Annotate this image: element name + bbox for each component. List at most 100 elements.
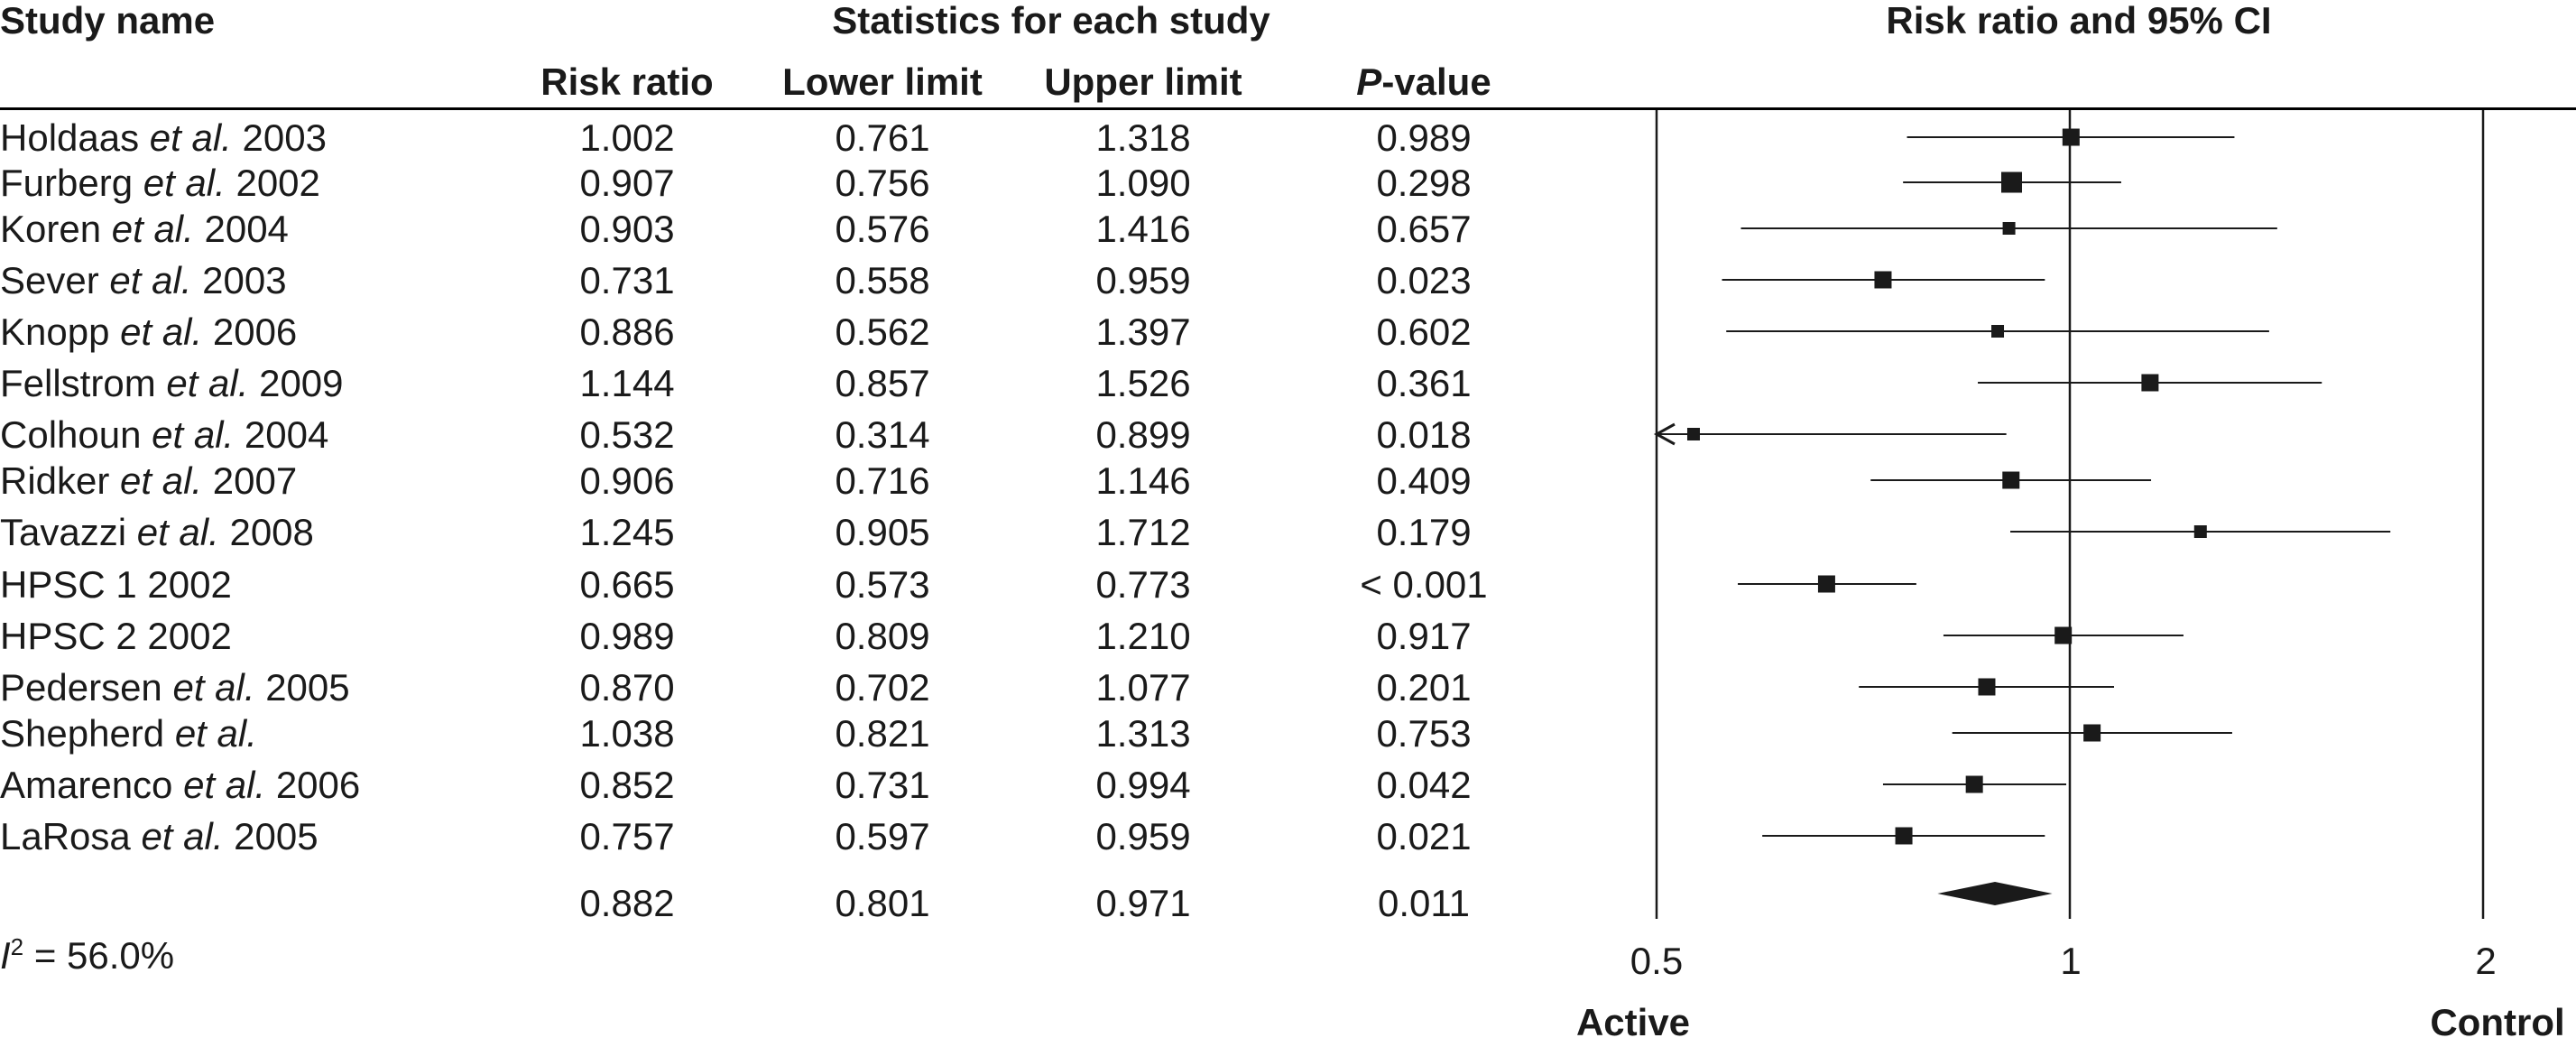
study-p-value: 0.298 <box>1376 162 1472 204</box>
study-author: Sever <box>0 259 99 301</box>
study-etal: et al. <box>172 666 255 709</box>
point-estimate <box>2054 626 2073 644</box>
point-estimate <box>1817 575 1835 593</box>
study-author: Pedersen <box>0 666 162 709</box>
study-author: Shepherd <box>0 712 165 755</box>
study-upper-limit: 0.899 <box>1095 413 1191 456</box>
study-lower-limit: 0.821 <box>835 712 930 755</box>
study-etal: et al. <box>174 712 257 755</box>
point-estimate <box>2001 171 2023 193</box>
header-p-value: P-value <box>1356 60 1491 103</box>
study-year: 2008 <box>229 511 314 553</box>
study-upper-limit: 1.416 <box>1095 208 1191 250</box>
study-lower-limit: 0.314 <box>835 413 930 456</box>
study-author: HPSC 1 <box>0 563 137 606</box>
point-estimate <box>2002 222 2016 235</box>
study-author: Fellstrom <box>0 362 156 404</box>
study-author: Koren <box>0 208 102 250</box>
study-author: Amarenco <box>0 764 173 806</box>
study-lower-limit: 0.716 <box>835 459 930 502</box>
header-rule <box>0 107 2576 110</box>
summary-diamond <box>1937 882 2053 905</box>
study-name: Pedersen et al. 2005 <box>0 669 350 707</box>
study-upper-limit: 0.959 <box>1095 815 1191 857</box>
study-etal: et al. <box>111 208 194 250</box>
study-year: 2002 <box>147 563 232 606</box>
study-etal: et al. <box>120 459 203 502</box>
ci-truncation-arrow <box>1653 422 1676 446</box>
study-upper-limit: 1.210 <box>1095 615 1191 657</box>
study-risk-ratio: 0.907 <box>579 162 675 204</box>
study-year: 2007 <box>212 459 298 502</box>
point-estimate <box>2141 374 2159 392</box>
study-risk-ratio: 1.002 <box>579 116 675 159</box>
study-etal: et al. <box>136 511 219 553</box>
study-etal: et al. <box>143 162 226 204</box>
x-tick-label-1: 1 <box>2060 940 2082 982</box>
study-p-value: 0.657 <box>1376 208 1472 250</box>
study-name: Tavazzi et al. 2008 <box>0 514 314 551</box>
study-lower-limit: 0.905 <box>835 511 930 553</box>
study-risk-ratio: 0.870 <box>579 666 675 709</box>
study-author: Furberg <box>0 162 134 204</box>
study-name: HPSC 1 2002 <box>0 566 232 604</box>
study-etal: et al. <box>141 815 224 857</box>
heterogeneity-stat: I2 = 56.0% <box>0 933 175 977</box>
x-tick-label-0: 0.5 <box>1630 940 1684 982</box>
study-upper-limit: 1.712 <box>1095 511 1191 553</box>
header-statistics: Statistics for each study <box>832 0 1270 42</box>
study-upper-limit: 1.146 <box>1095 459 1191 502</box>
study-year: 2005 <box>234 815 319 857</box>
study-p-value: < 0.001 <box>1360 563 1488 606</box>
study-upper-limit: 1.313 <box>1095 712 1191 755</box>
left-label-active: Active <box>1575 1001 1691 1038</box>
study-name: Colhoun et al. 2004 <box>0 416 328 454</box>
study-upper-limit: 0.994 <box>1095 764 1191 806</box>
study-risk-ratio: 0.852 <box>579 764 675 806</box>
point-estimate <box>2193 525 2207 538</box>
point-estimate <box>1895 827 1913 845</box>
study-year: 2002 <box>147 615 232 657</box>
study-name: Sever et al. 2003 <box>0 262 287 300</box>
study-lower-limit: 0.731 <box>835 764 930 806</box>
study-p-value: 0.753 <box>1376 712 1472 755</box>
study-author: Tavazzi <box>0 511 127 553</box>
study-risk-ratio: 0.731 <box>579 259 675 301</box>
study-author: Ridker <box>0 459 110 502</box>
study-risk-ratio: 0.906 <box>579 459 675 502</box>
study-risk-ratio: 0.989 <box>579 615 675 657</box>
study-risk-ratio: 0.757 <box>579 815 675 857</box>
header-study-name: Study name <box>0 0 216 42</box>
study-etal: et al. <box>149 116 232 159</box>
study-p-value: 0.201 <box>1376 666 1472 709</box>
study-year: 2009 <box>259 362 344 404</box>
study-etal: et al. <box>183 764 266 806</box>
study-lower-limit: 0.573 <box>835 563 930 606</box>
study-etal: et al. <box>152 413 235 456</box>
study-p-value: 0.018 <box>1376 413 1472 456</box>
study-upper-limit: 1.397 <box>1095 310 1191 353</box>
study-p-value: 0.917 <box>1376 615 1472 657</box>
summary-risk-ratio: 0.882 <box>579 882 675 924</box>
study-p-value: 0.989 <box>1376 116 1472 159</box>
study-upper-limit: 1.526 <box>1095 362 1191 404</box>
study-author: LaRosa <box>0 815 131 857</box>
point-estimate <box>1874 271 1892 289</box>
header-ci-title: Risk ratio and 95% CI <box>1886 0 2272 42</box>
study-lower-limit: 0.576 <box>835 208 930 250</box>
study-author: Colhoun <box>0 413 142 456</box>
study-name: Holdaas et al. 2003 <box>0 119 327 157</box>
point-estimate <box>2002 471 2020 489</box>
point-estimate <box>2083 724 2101 742</box>
header-upper-limit: Upper limit <box>1044 60 1242 103</box>
point-estimate <box>1978 678 1996 696</box>
study-year: 2006 <box>275 764 361 806</box>
header-lower-limit: Lower limit <box>782 60 983 103</box>
study-name: Shepherd et al. <box>0 715 257 753</box>
study-year: 2003 <box>242 116 327 159</box>
study-name: Amarenco et al. 2006 <box>0 766 360 804</box>
study-p-value: 0.602 <box>1376 310 1472 353</box>
point-estimate <box>2062 128 2080 146</box>
